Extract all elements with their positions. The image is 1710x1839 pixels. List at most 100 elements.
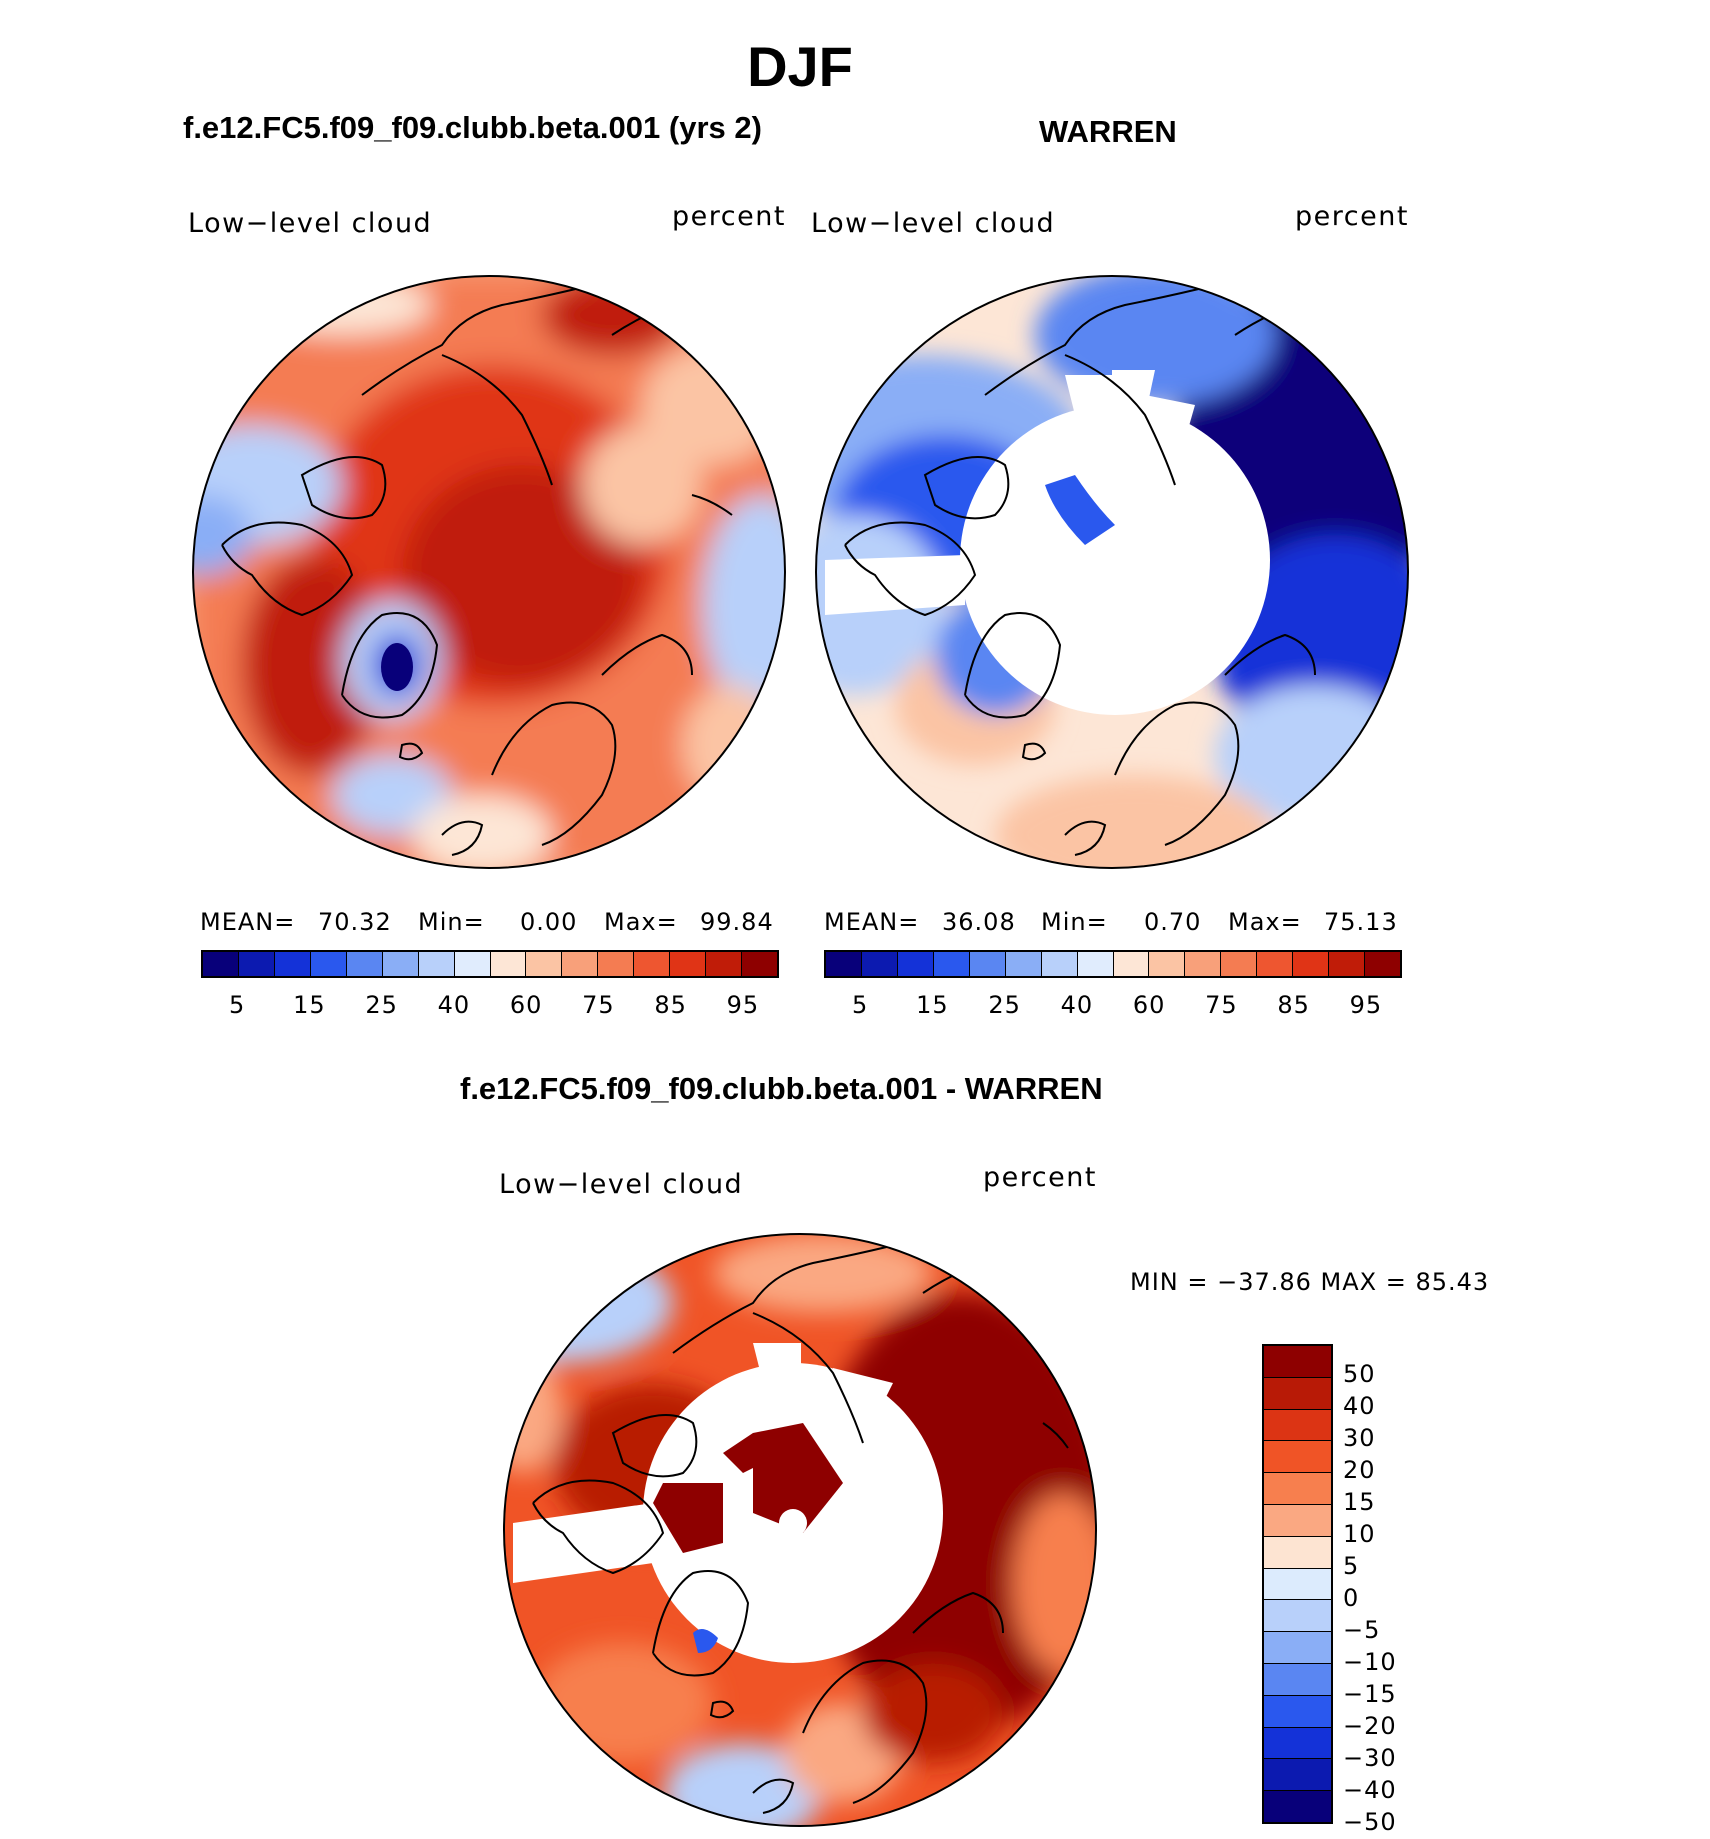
- colorbar-swatch: [826, 952, 862, 976]
- colorbar-swatch: [562, 952, 599, 976]
- colorbar-tick-label: 95: [1349, 991, 1383, 1019]
- colorbar-tick-label: 60: [1132, 991, 1166, 1019]
- colorbar-tick-label: 25: [365, 991, 398, 1019]
- colorbar-swatch: [1257, 952, 1294, 976]
- colorbar-swatch: [897, 952, 934, 976]
- colorbar-tick-label: 5: [228, 991, 246, 1019]
- colorbar-tick-label: 5: [1343, 1552, 1360, 1580]
- colorbar-swatch: [598, 952, 635, 976]
- obs-min-label: Min=: [1041, 908, 1108, 936]
- colorbar-tick-label: −5: [1343, 1616, 1381, 1644]
- colorbar-tick-label: 15: [293, 991, 326, 1019]
- obs-units-label: percent: [1295, 201, 1409, 232]
- colorbar-swatch: [310, 952, 347, 976]
- colorbar-tick-label: 20: [1343, 1456, 1376, 1484]
- colorbar-tick-label: 85: [1277, 991, 1310, 1019]
- model-max-label: Max=: [604, 908, 678, 936]
- colorbar-tick-label: 40: [437, 991, 471, 1019]
- colorbar-swatch: [1113, 952, 1150, 976]
- obs-min-value: 0.70: [1144, 908, 1202, 936]
- colorbar-swatch: [742, 952, 777, 976]
- colorbar-swatch: [1264, 1663, 1331, 1696]
- colorbar-swatch: [1264, 1536, 1331, 1569]
- colorbar-tick-label: −10: [1343, 1648, 1397, 1676]
- colorbar-tick-label: 15: [1343, 1488, 1376, 1516]
- colorbar-swatch: [1264, 1409, 1331, 1442]
- model-polar-map: [192, 275, 786, 869]
- colorbar-tick-label: 0: [1343, 1584, 1360, 1612]
- diff-polar-map: [503, 1233, 1097, 1827]
- colorbar-swatch: [1329, 952, 1366, 976]
- colorbar-swatch: [634, 952, 671, 976]
- colorbar-swatch: [670, 952, 707, 976]
- colorbar-tick-label: −40: [1343, 1776, 1397, 1804]
- obs-max-label: Max=: [1228, 908, 1302, 936]
- diff-units-label: percent: [983, 1162, 1097, 1193]
- colorbar-swatch: [490, 952, 527, 976]
- colorbar-swatch: [418, 952, 455, 976]
- colorbar-tick-label: 15: [916, 991, 949, 1019]
- colorbar-swatch: [1264, 1632, 1331, 1664]
- colorbar-tick-label: 40: [1343, 1392, 1376, 1420]
- model-mean-value: 70.32: [318, 908, 392, 936]
- colorbar-tick-label: −20: [1343, 1712, 1397, 1740]
- colorbar-tick-label: −30: [1343, 1744, 1397, 1772]
- colorbar-swatch: [274, 952, 311, 976]
- colorbar-swatch: [1077, 952, 1114, 976]
- colorbar-swatch: [861, 952, 898, 976]
- model-panel-title: f.e12.FC5.f09_f09.clubb.beta.001 (yrs 2): [183, 110, 762, 145]
- obs-mean-label: MEAN=: [824, 908, 920, 936]
- colorbar-swatch: [1264, 1377, 1331, 1410]
- colorbar-tick-label: 50: [1343, 1360, 1376, 1388]
- colorbar-swatch: [1293, 952, 1330, 976]
- figure-title: DJF: [747, 35, 853, 98]
- colorbar-swatch: [1041, 952, 1078, 976]
- colorbar-tick-label: 25: [988, 991, 1021, 1019]
- colorbar-tick-label: −50: [1343, 1808, 1397, 1836]
- colorbar-swatch: [706, 952, 743, 976]
- colorbar-swatch: [969, 952, 1006, 976]
- colorbar-swatch: [1264, 1727, 1331, 1760]
- colorbar-tick-label: 95: [726, 991, 760, 1019]
- colorbar-swatch: [346, 952, 383, 976]
- model-max-value: 99.84: [700, 908, 774, 936]
- colorbar-swatch: [1264, 1759, 1331, 1792]
- obs-variable-label: Low−level cloud: [811, 208, 1056, 239]
- colorbar-swatch: [526, 952, 563, 976]
- colorbar-swatch: [1264, 1504, 1331, 1537]
- colorbar-tick-label: 5: [851, 991, 869, 1019]
- obs-max-value: 75.13: [1324, 908, 1398, 936]
- model-variable-label: Low−level cloud: [188, 208, 433, 239]
- diff-colorbar: [1262, 1344, 1333, 1824]
- colorbar-swatch: [1264, 1791, 1331, 1822]
- diff-panel-title: f.e12.FC5.f09_f09.clubb.beta.001 - WARRE…: [460, 1071, 1103, 1106]
- colorbar-swatch: [1264, 1600, 1331, 1633]
- model-units-label: percent: [672, 201, 786, 232]
- colorbar-swatch: [203, 952, 239, 976]
- colorbar-swatch: [1005, 952, 1042, 976]
- colorbar-swatch: [1149, 952, 1186, 976]
- colorbar-swatch: [1185, 952, 1222, 976]
- model-min-value: 0.00: [520, 908, 578, 936]
- colorbar-swatch: [1264, 1346, 1331, 1378]
- colorbar-tick-label: 10: [1343, 1520, 1376, 1548]
- colorbar-tick-label: 60: [509, 991, 543, 1019]
- model-min-label: Min=: [418, 908, 485, 936]
- colorbar-swatch: [933, 952, 970, 976]
- colorbar-swatch: [382, 952, 419, 976]
- colorbar-swatch: [238, 952, 275, 976]
- colorbar-tick-label: 40: [1060, 991, 1094, 1019]
- obs-colorbar: [824, 950, 1402, 978]
- colorbar-swatch: [1365, 952, 1400, 976]
- model-mean-label: MEAN=: [200, 908, 296, 936]
- diff-minmax-text: MIN = −37.86 MAX = 85.43: [1130, 1268, 1490, 1296]
- colorbar-swatch: [454, 952, 491, 976]
- colorbar-swatch: [1264, 1695, 1331, 1728]
- colorbar-tick-label: 85: [654, 991, 687, 1019]
- obs-polar-map: [815, 275, 1409, 869]
- colorbar-swatch: [1264, 1473, 1331, 1505]
- colorbar-tick-label: −15: [1343, 1680, 1397, 1708]
- colorbar-swatch: [1264, 1568, 1331, 1601]
- diff-variable-label: Low−level cloud: [499, 1169, 744, 1200]
- colorbar-swatch: [1221, 952, 1258, 976]
